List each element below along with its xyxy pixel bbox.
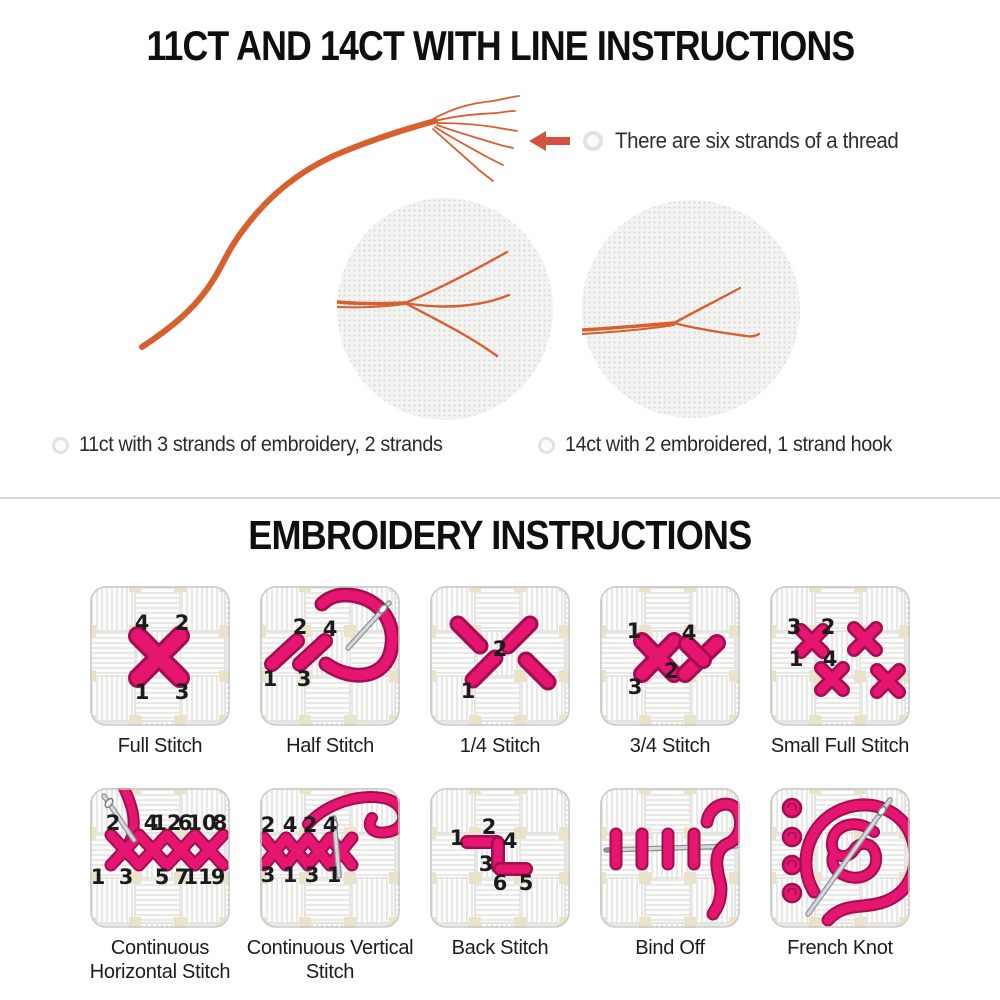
stitch-number: 4 <box>144 811 159 835</box>
fabric-circle-14ct <box>580 200 800 418</box>
stitch-number: 1 <box>135 680 150 704</box>
stitch-number: 2 <box>821 615 836 639</box>
stitch-number: 4 <box>135 611 150 635</box>
caption-left: 11ct with 3 strands of embroidery, 2 str… <box>79 433 443 456</box>
tile-three-quarter-stitch: 1 4 2 3 3/4 Stitch <box>600 586 740 759</box>
stitch-number: 2 <box>175 611 190 635</box>
strand-split-3-illustration <box>335 250 511 358</box>
stitch-number: 5 <box>155 865 170 889</box>
stitch-number: 2 <box>482 815 497 839</box>
stitch-number: 1 <box>627 619 642 643</box>
stitch-number: 3 <box>175 680 190 704</box>
tile-half-stitch: 2 4 1 3 Half Stitch <box>260 586 400 759</box>
left-arrow-icon <box>529 131 570 151</box>
stitch-number: 1 <box>789 647 804 671</box>
tile-label: Bind Off <box>635 937 705 959</box>
stitch-number: 5 <box>519 871 534 895</box>
tile-quarter-stitch: 2 1 1/4 Stitch <box>430 586 570 759</box>
stitch-number: 4 <box>323 617 338 641</box>
stitch-number: 4 <box>323 813 338 837</box>
section2-title: EMBROIDERY INSTRUCTIONS <box>248 512 753 558</box>
stitch-number: 11 <box>183 865 212 889</box>
tile-back-stitch: 1 2 4 3 6 5 Back Stitch <box>430 788 570 984</box>
tile-french-knot: French Knot <box>770 788 910 984</box>
stitch-number: 3 <box>261 863 276 887</box>
caption-right: 14ct with 2 embroidered, 1 strand hook <box>565 433 892 456</box>
thread-note-row: There are six strands of a thread <box>529 128 920 154</box>
stitch-number: 2 <box>664 659 679 683</box>
knot-dots <box>781 797 803 904</box>
stitch-number: 3 <box>787 615 802 639</box>
caption-left-row: 11ct with 3 strands of embroidery, 2 str… <box>52 433 466 457</box>
thread-note-text: There are six strands of a thread <box>615 128 899 153</box>
tile-label: Full Stitch <box>117 735 203 757</box>
caption-right-row: 14ct with 2 embroidered, 1 strand hook <box>538 433 913 457</box>
stitch-number: 4 <box>503 829 518 853</box>
ring-bullet-icon <box>52 436 69 454</box>
stitch-number: 6 <box>493 871 508 895</box>
stitch-number: 4 <box>283 813 298 837</box>
bind-off-illustration <box>600 788 740 928</box>
tile-label: Small Full Stitch <box>770 735 910 757</box>
strand-split-2-illustration <box>580 286 761 338</box>
stitch-number: 1 <box>461 679 476 703</box>
tile-label: 3/4 Stitch <box>629 735 711 757</box>
full-stitch-illustration: 4 2 1 3 <box>90 586 230 726</box>
stitch-number: 3 <box>479 852 494 876</box>
tile-label: French Knot <box>787 937 893 959</box>
small-full-stitch-illustration: 3 2 1 4 <box>770 586 910 726</box>
stitch-number: 3 <box>628 675 643 699</box>
french-knot-illustration <box>770 788 910 928</box>
stitch-number: 3 <box>119 865 134 889</box>
section-divider <box>0 497 1000 499</box>
tile-continuous-vertical-stitch: 2 4 2 4 3 1 3 1 Continuous Vertical Stit… <box>247 788 414 984</box>
stitch-number: 1 <box>327 863 342 887</box>
stitch-number: 3 <box>305 863 320 887</box>
stitch-tile-row-1: 4 2 1 3 Full Stitch <box>0 586 1000 759</box>
ring-bullet-icon <box>583 131 603 151</box>
stitch-number: 9 <box>211 865 226 889</box>
tile-label: 1/4 Stitch <box>459 735 541 757</box>
stitch-number: 2 <box>106 811 121 835</box>
continuous-vertical-stitch-illustration: 2 4 2 4 3 1 3 1 <box>260 788 400 928</box>
quarter-stitch-illustration: 2 1 <box>430 586 570 726</box>
stitch-number: 10 <box>187 811 216 835</box>
back-stitch-illustration: 1 2 4 3 6 5 <box>430 788 570 928</box>
stitch-tile-row-2: 2 4 12 6 10 8 1 3 5 7 11 9 Continuous Ho… <box>0 788 1000 984</box>
three-quarter-stitch-illustration: 1 4 2 3 <box>600 586 740 726</box>
stitch-number: 7 <box>175 865 190 889</box>
tile-label: Continuous Vertical Stitch <box>246 937 414 983</box>
stitch-number: 1 <box>450 826 465 850</box>
stitch-number: 4 <box>823 647 838 671</box>
stitch-number: 1 <box>283 863 298 887</box>
ring-bullet-icon <box>538 436 555 454</box>
stitch-number: 2 <box>293 615 308 639</box>
tile-small-full-stitch: 3 2 1 4 Small Full Stitch <box>770 586 910 759</box>
six-strand-thread-illustration <box>139 95 520 350</box>
stitch-number: 3 <box>297 667 312 691</box>
section1-title: 11CT AND 14CT WITH LINE INSTRUCTIONS <box>146 22 855 69</box>
stitch-number: 2 <box>261 813 276 837</box>
stitch-number: 12 <box>152 811 181 835</box>
stitch-number: 1 <box>263 667 278 691</box>
stitch-number: 2 <box>493 637 508 661</box>
fabric-circle-11ct <box>335 198 553 420</box>
stitch-number: 4 <box>682 621 697 645</box>
stitch-number: 2 <box>303 813 318 837</box>
half-stitch-illustration: 2 4 1 3 <box>260 586 400 726</box>
stitch-number: 6 <box>178 811 193 835</box>
tile-label: Continuous Horizontal Stitch <box>89 937 231 983</box>
tile-full-stitch: 4 2 1 3 Full Stitch <box>90 586 230 759</box>
stitch-number: 1 <box>91 865 106 889</box>
continuous-horizontal-stitch-illustration: 2 4 12 6 10 8 1 3 5 7 11 9 <box>90 788 230 928</box>
tile-label: Back Stitch <box>451 937 549 959</box>
tile-label: Half Stitch <box>286 735 374 757</box>
stitch-number: 8 <box>213 811 228 835</box>
tile-bind-off: Bind Off <box>600 788 740 984</box>
tile-continuous-horizontal-stitch: 2 4 12 6 10 8 1 3 5 7 11 9 Continuous Ho… <box>90 788 231 984</box>
